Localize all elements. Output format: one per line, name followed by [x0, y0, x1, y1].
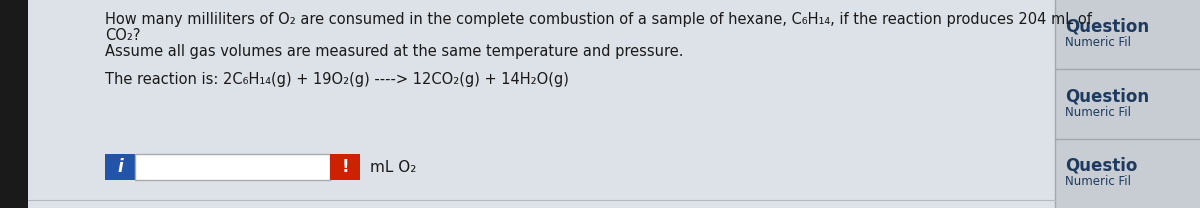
FancyBboxPatch shape [0, 0, 28, 208]
Text: Question: Question [1066, 87, 1150, 105]
FancyBboxPatch shape [106, 154, 134, 180]
Text: mL O₂: mL O₂ [370, 160, 416, 175]
Text: Numeric Fil: Numeric Fil [1066, 105, 1132, 119]
FancyBboxPatch shape [1055, 0, 1200, 208]
Text: Question: Question [1066, 18, 1150, 36]
Text: i: i [118, 158, 122, 176]
Text: How many milliliters of O₂ are consumed in the complete combustion of a sample o: How many milliliters of O₂ are consumed … [106, 12, 1092, 27]
Text: The reaction is: 2C₆H₁₄(g) + 19O₂(g) ----> 12CO₂(g) + 14H₂O(g): The reaction is: 2C₆H₁₄(g) + 19O₂(g) ---… [106, 72, 569, 87]
FancyBboxPatch shape [28, 0, 1055, 208]
Text: !: ! [341, 158, 349, 176]
FancyBboxPatch shape [330, 154, 360, 180]
Text: Numeric Fil: Numeric Fil [1066, 175, 1132, 188]
Text: Numeric Fil: Numeric Fil [1066, 36, 1132, 49]
Text: Questio: Questio [1066, 156, 1138, 174]
Text: Assume all gas volumes are measured at the same temperature and pressure.: Assume all gas volumes are measured at t… [106, 44, 684, 59]
FancyBboxPatch shape [134, 154, 330, 180]
Text: CO₂?: CO₂? [106, 28, 140, 43]
